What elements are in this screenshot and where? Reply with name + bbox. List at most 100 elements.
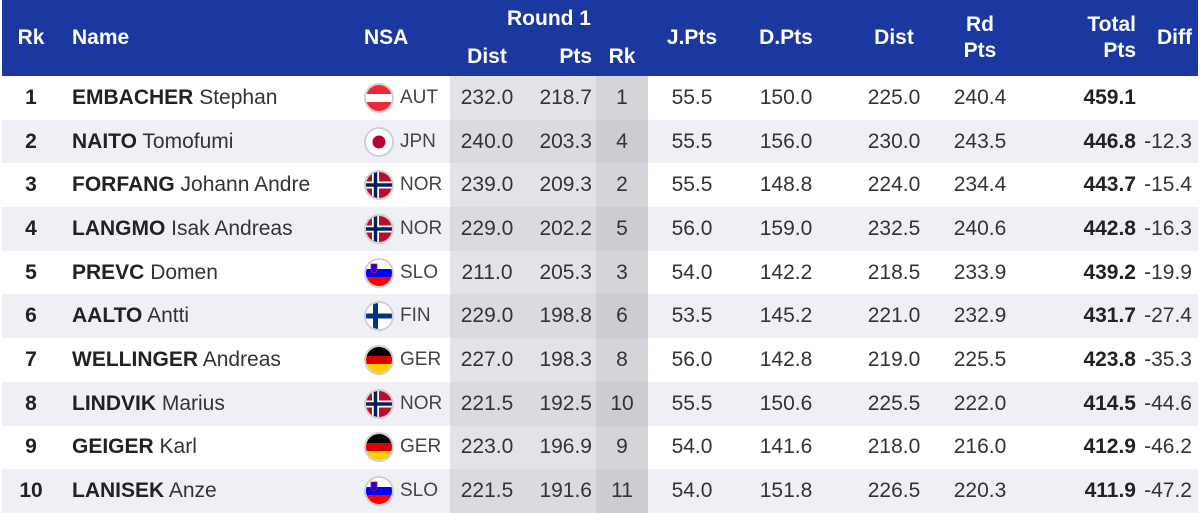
round1-dist-cell: 227.0 xyxy=(450,338,524,382)
nsa-code: NOR xyxy=(400,217,443,239)
nsa-cell: JPN xyxy=(352,119,450,164)
header-dist[interactable]: Dist xyxy=(836,0,932,76)
athlete-surname: AALTO xyxy=(72,304,143,328)
rank-cell: 9 xyxy=(2,425,60,470)
nsa-cell: SLO xyxy=(352,250,450,295)
round1-rank-cell: 10 xyxy=(596,381,648,426)
athlete-firstname: Johann Andre xyxy=(180,173,311,197)
table-row[interactable]: 10 LANISEK Anze SLO 221.5 191.6 11 54.0 … xyxy=(2,469,1198,513)
nsa-code: SLO xyxy=(400,261,439,283)
round1-pts-cell: 191.6 xyxy=(524,469,596,513)
header-rdpts-line2: Pts xyxy=(963,39,997,62)
table-row[interactable]: 1 EMBACHER Stephan AUT 232.0 218.7 1 55.… xyxy=(2,76,1198,120)
athlete-surname: LANISEK xyxy=(72,479,165,503)
round1-dist-cell: 221.5 xyxy=(450,381,524,426)
total-points-cell: 431.7 xyxy=(1028,294,1144,339)
round-points-cell: 243.5 xyxy=(932,119,1028,164)
table-row[interactable]: 8 LINDVIK Marius NOR 221.5 192.5 10 55.5… xyxy=(2,381,1198,426)
header-rk[interactable]: Rk xyxy=(2,0,60,76)
distance-points-cell: 159.0 xyxy=(736,207,836,251)
athlete-surname: EMBACHER xyxy=(72,85,194,109)
header-r1-dist[interactable]: Dist xyxy=(450,38,524,76)
header-total[interactable]: Total Pts xyxy=(1028,0,1144,76)
header-nsa[interactable]: NSA xyxy=(352,0,450,76)
athlete-name-cell[interactable]: AALTO Antti xyxy=(60,294,352,339)
athlete-firstname: Andreas xyxy=(202,347,281,371)
table-row[interactable]: 6 AALTO Antti FIN 229.0 198.8 6 53.5 145… xyxy=(2,294,1198,339)
round1-rank-cell: 4 xyxy=(596,119,648,164)
rank-cell: 1 xyxy=(2,76,60,120)
ger-flag-icon xyxy=(364,432,394,463)
athlete-name-cell[interactable]: GEIGER Karl xyxy=(60,425,352,470)
distance-points-cell: 151.8 xyxy=(736,469,836,513)
table-row[interactable]: 9 GEIGER Karl GER 223.0 196.9 9 54.0 141… xyxy=(2,425,1198,470)
round1-dist-cell: 240.0 xyxy=(450,119,524,164)
table-body: 1 EMBACHER Stephan AUT 232.0 218.7 1 55.… xyxy=(2,76,1198,513)
rank-cell: 10 xyxy=(2,469,60,513)
rank-cell: 6 xyxy=(2,294,60,339)
nsa-cell: FIN xyxy=(352,294,450,339)
nsa-cell: NOR xyxy=(352,207,450,251)
athlete-name-cell[interactable]: LANISEK Anze xyxy=(60,469,352,513)
round-points-cell: 240.6 xyxy=(932,207,1028,251)
total-points-cell: 439.2 xyxy=(1028,250,1144,295)
distance-points-cell: 150.6 xyxy=(736,381,836,426)
distance-points-cell: 145.2 xyxy=(736,294,836,339)
round-points-cell: 216.0 xyxy=(932,425,1028,470)
header-r1-rk[interactable]: Rk xyxy=(596,38,648,76)
round1-pts-cell: 218.7 xyxy=(524,76,596,120)
header-jpts[interactable]: J.Pts xyxy=(648,0,736,76)
total-points-cell: 411.9 xyxy=(1028,469,1144,513)
judge-points-cell: 56.0 xyxy=(648,338,736,382)
aut-flag-icon xyxy=(364,82,394,113)
judge-points-cell: 56.0 xyxy=(648,207,736,251)
athlete-firstname: Domen xyxy=(150,260,218,284)
slo-flag-icon xyxy=(364,257,394,288)
diff-cell: -44.6 xyxy=(1144,381,1198,426)
round1-pts-cell: 209.3 xyxy=(524,163,596,208)
athlete-name-cell[interactable]: LINDVIK Marius xyxy=(60,381,352,426)
nsa-cell: NOR xyxy=(352,163,450,208)
table-row[interactable]: 4 LANGMO Isak Andreas NOR 229.0 202.2 5 … xyxy=(2,207,1198,251)
judge-points-cell: 55.5 xyxy=(648,76,736,120)
ger-flag-icon xyxy=(364,344,394,375)
header-dpts[interactable]: D.Pts xyxy=(736,0,836,76)
table-row[interactable]: 2 NAITO Tomofumi JPN 240.0 203.3 4 55.5 … xyxy=(2,119,1198,164)
athlete-name-cell[interactable]: LANGMO Isak Andreas xyxy=(60,207,352,251)
header-round1: Round 1 xyxy=(450,0,648,38)
header-rdpts[interactable]: Rd Pts xyxy=(932,0,1028,76)
diff-cell: -16.3 xyxy=(1144,207,1198,251)
athlete-surname: FORFANG xyxy=(72,173,175,197)
nor-flag-icon xyxy=(364,388,394,419)
table-header: Rk Name NSA Round 1 J.Pts D.Pts Dist Rd … xyxy=(2,0,1198,76)
table-row[interactable]: 3 FORFANG Johann Andre NOR 239.0 209.3 2… xyxy=(2,163,1198,208)
nsa-cell: GER xyxy=(352,425,450,470)
athlete-name-cell[interactable]: WELLINGER Andreas xyxy=(60,338,352,382)
athlete-name-cell[interactable]: PREVC Domen xyxy=(60,250,352,295)
judge-points-cell: 55.5 xyxy=(648,119,736,164)
round-points-cell: 220.3 xyxy=(932,469,1028,513)
fin-flag-icon xyxy=(364,301,394,332)
nsa-code: GER xyxy=(400,436,442,458)
athlete-name-cell[interactable]: NAITO Tomofumi xyxy=(60,119,352,164)
header-name[interactable]: Name xyxy=(60,0,352,76)
athlete-name-cell[interactable]: EMBACHER Stephan xyxy=(60,76,352,120)
header-diff[interactable]: Diff xyxy=(1144,0,1198,76)
table-row[interactable]: 7 WELLINGER Andreas GER 227.0 198.3 8 56… xyxy=(2,338,1198,382)
round1-pts-cell: 192.5 xyxy=(524,381,596,426)
athlete-firstname: Marius xyxy=(161,391,225,415)
distance-cell: 232.5 xyxy=(836,207,932,251)
header-total-line1: Total xyxy=(1087,13,1136,36)
distance-cell: 230.0 xyxy=(836,119,932,164)
header-r1-pts[interactable]: Pts xyxy=(524,38,596,76)
round1-pts-cell: 203.3 xyxy=(524,119,596,164)
table-row[interactable]: 5 PREVC Domen SLO 211.0 205.3 3 54.0 142… xyxy=(2,250,1198,295)
judge-points-cell: 55.5 xyxy=(648,381,736,426)
diff-cell: -35.3 xyxy=(1144,338,1198,382)
diff-cell: -27.4 xyxy=(1144,294,1198,339)
total-points-cell: 442.8 xyxy=(1028,207,1144,251)
round-points-cell: 240.4 xyxy=(932,76,1028,120)
distance-points-cell: 141.6 xyxy=(736,425,836,470)
athlete-name-cell[interactable]: FORFANG Johann Andre xyxy=(60,163,352,208)
nor-flag-icon xyxy=(364,213,394,244)
